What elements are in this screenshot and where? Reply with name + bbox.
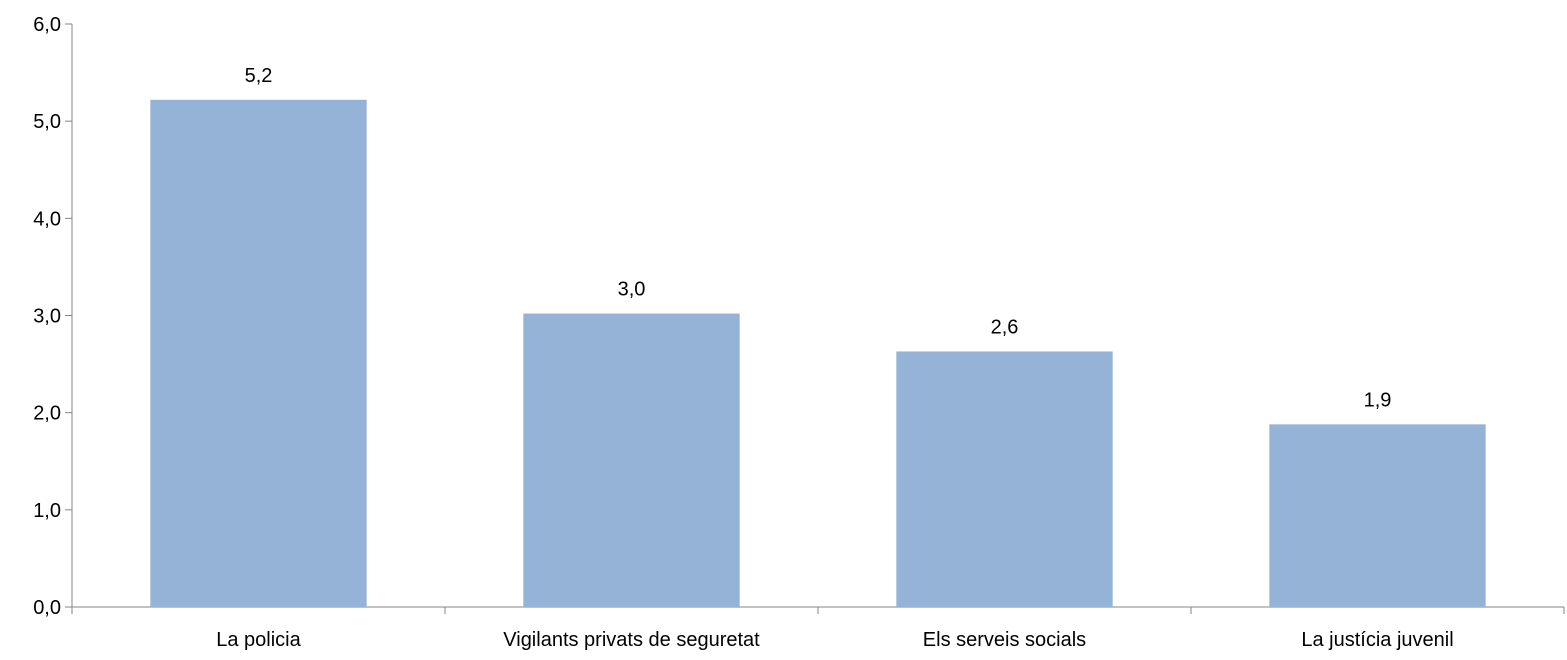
x-category-label: La policia	[216, 629, 301, 651]
bar	[523, 313, 740, 607]
bars	[150, 99, 1486, 607]
bar-value-label: 3,0	[618, 279, 646, 301]
data-labels: 5,2 3,0 2,6 1,9	[245, 65, 1392, 412]
y-tick-label: 6,0	[33, 14, 61, 36]
y-tick-label: 5,0	[33, 111, 61, 133]
y-tick-label: 4,0	[33, 208, 61, 230]
y-tick-label: 1,0	[33, 500, 61, 522]
bar-value-label: 2,6	[991, 316, 1019, 338]
x-category-label: Els serveis socials	[923, 629, 1086, 651]
x-category-label: Vigilants privats de seguretat	[503, 629, 760, 651]
bar	[150, 99, 367, 607]
x-axis: La policia Vigilants privats de seguretat…	[71, 606, 1565, 651]
bar	[896, 351, 1113, 607]
y-axis: 0,0 1,0 2,0 3,0 4,0 5,0 6,0	[33, 14, 73, 619]
y-tick-label: 2,0	[33, 403, 61, 425]
bar-value-label: 1,9	[1364, 389, 1392, 411]
bar	[1269, 424, 1486, 607]
x-category-label: La justícia juvenil	[1301, 629, 1453, 651]
bar-value-label: 5,2	[245, 65, 273, 87]
y-tick-label: 0,0	[33, 597, 61, 619]
y-tick-label: 3,0	[33, 306, 61, 328]
